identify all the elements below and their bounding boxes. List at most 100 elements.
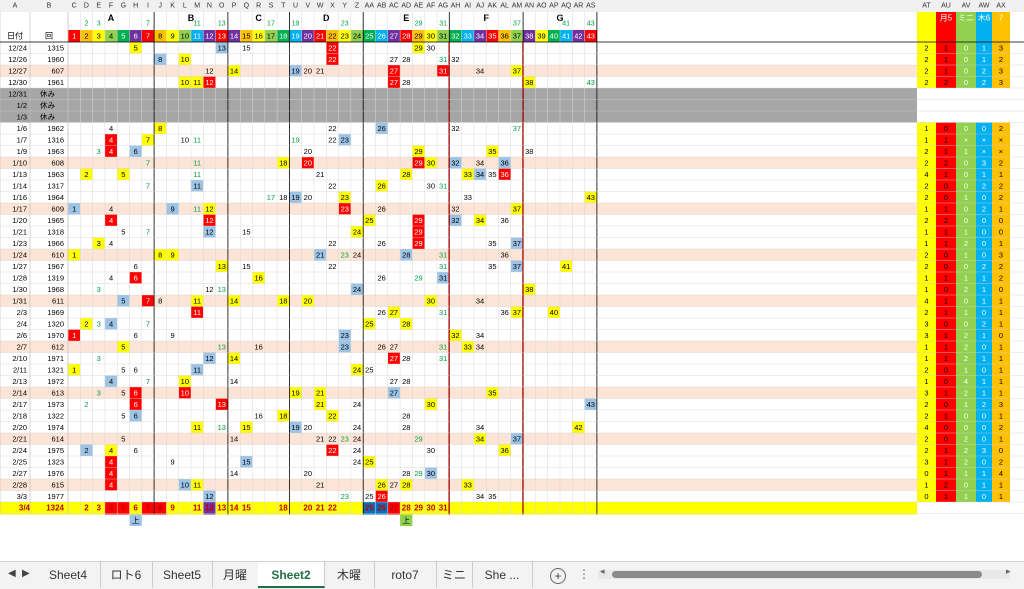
summary-cell[interactable] (956, 433, 976, 445)
summary-cell[interactable] (992, 237, 1010, 250)
summary-cell[interactable] (992, 65, 1010, 77)
summary-cell[interactable] (917, 180, 936, 192)
table-row[interactable] (0, 444, 917, 457)
summary-cell[interactable] (917, 364, 936, 376)
highlight-cell[interactable] (289, 387, 302, 399)
table-row[interactable] (0, 122, 917, 135)
highlight-cell[interactable] (166, 249, 179, 261)
summary-cell[interactable] (917, 53, 936, 66)
summary-cell[interactable] (976, 421, 992, 434)
summary-cell[interactable] (936, 180, 956, 192)
summary-cell[interactable] (917, 490, 936, 503)
table-row[interactable] (0, 76, 917, 89)
table-row[interactable] (0, 318, 917, 330)
highlight-cell[interactable] (449, 214, 462, 227)
highlight-cell[interactable] (117, 341, 130, 353)
highlight-cell[interactable] (412, 157, 425, 169)
highlight-cell[interactable] (80, 444, 93, 457)
highlight-cell[interactable] (154, 249, 167, 261)
highlight-cell[interactable] (498, 444, 511, 457)
summary-cell[interactable] (917, 410, 936, 422)
summary-cell[interactable] (936, 295, 956, 307)
table-row[interactable] (0, 490, 917, 503)
horizontal-scrollbar[interactable] (598, 570, 1010, 579)
summary-cell[interactable] (917, 260, 936, 273)
summary-cell[interactable] (956, 214, 976, 227)
summary-cell[interactable] (992, 191, 1010, 204)
highlight-cell[interactable] (129, 42, 142, 54)
highlight-cell[interactable] (129, 410, 142, 422)
summary-cell[interactable] (936, 433, 956, 445)
highlight-cell[interactable] (387, 306, 401, 319)
summary-cell[interactable] (936, 352, 956, 365)
highlight-cell[interactable] (424, 467, 437, 480)
summary-cell[interactable] (936, 191, 956, 204)
highlight-cell[interactable] (375, 180, 388, 192)
summary-cell[interactable] (992, 134, 1010, 146)
summary-cell[interactable] (976, 134, 992, 146)
highlight-cell[interactable] (277, 157, 290, 169)
highlight-cell[interactable] (178, 387, 191, 399)
table-row[interactable] (0, 203, 917, 215)
highlight-cell[interactable] (203, 490, 216, 503)
table-row[interactable] (0, 433, 917, 445)
highlight-cell[interactable] (203, 226, 216, 238)
summary-cell[interactable] (936, 214, 956, 227)
table-row[interactable] (0, 272, 917, 284)
highlight-cell[interactable] (191, 306, 204, 319)
summary-cell[interactable] (917, 295, 936, 307)
summary-cell[interactable] (917, 433, 936, 445)
table-row[interactable] (0, 111, 917, 123)
highlight-cell[interactable] (301, 157, 314, 169)
summary-cell[interactable] (956, 341, 976, 353)
table-row[interactable] (0, 467, 917, 480)
highlight-cell[interactable] (178, 53, 191, 66)
summary-cell[interactable] (936, 283, 956, 296)
summary-cell[interactable] (976, 352, 992, 365)
summary-cell[interactable] (936, 237, 956, 250)
summary-cell[interactable] (956, 249, 976, 261)
summary-cell[interactable] (917, 122, 936, 135)
summary-cell[interactable] (917, 42, 936, 54)
table-row[interactable] (0, 88, 917, 100)
sheet-tab[interactable]: ミニ (436, 562, 473, 588)
summary-cell[interactable] (992, 272, 1010, 284)
highlight-cell[interactable] (104, 467, 118, 480)
summary-cell[interactable] (992, 490, 1010, 503)
highlight-cell[interactable] (141, 295, 155, 307)
summary-cell[interactable] (936, 375, 956, 388)
highlight-cell[interactable] (510, 306, 524, 319)
highlight-cell[interactable] (191, 479, 204, 491)
summary-cell[interactable] (917, 341, 936, 353)
highlight-cell[interactable] (338, 191, 351, 204)
summary-cell[interactable] (917, 237, 936, 250)
highlight-cell[interactable] (191, 295, 204, 307)
highlight-cell[interactable] (80, 318, 93, 330)
summary-cell[interactable] (936, 168, 956, 181)
highlight-cell[interactable] (547, 306, 560, 319)
scrollbar-thumb[interactable] (612, 571, 982, 578)
next-sheet-arrow-icon[interactable]: ▶ (22, 568, 30, 579)
summary-cell[interactable] (976, 53, 992, 66)
summary-cell[interactable] (992, 226, 1010, 238)
highlight-cell[interactable] (461, 341, 474, 353)
summary-cell[interactable] (956, 421, 976, 434)
summary-cell[interactable] (992, 433, 1010, 445)
summary-cell[interactable] (956, 145, 976, 158)
summary-cell[interactable] (936, 157, 956, 169)
table-row[interactable] (0, 180, 917, 192)
table-row[interactable] (0, 398, 917, 411)
summary-cell[interactable] (992, 421, 1010, 434)
summary-cell[interactable] (936, 226, 956, 238)
highlight-cell[interactable] (129, 398, 142, 411)
summary-cell[interactable] (956, 479, 976, 491)
summary-cell[interactable] (976, 341, 992, 353)
highlight-cell[interactable] (560, 260, 573, 273)
highlight-cell[interactable] (473, 214, 487, 227)
summary-cell[interactable] (936, 76, 956, 89)
highlight-cell[interactable] (412, 214, 425, 227)
summary-cell[interactable] (917, 65, 936, 77)
summary-cell[interactable] (956, 272, 976, 284)
summary-cell[interactable] (936, 42, 956, 54)
summary-cell[interactable] (917, 249, 936, 261)
